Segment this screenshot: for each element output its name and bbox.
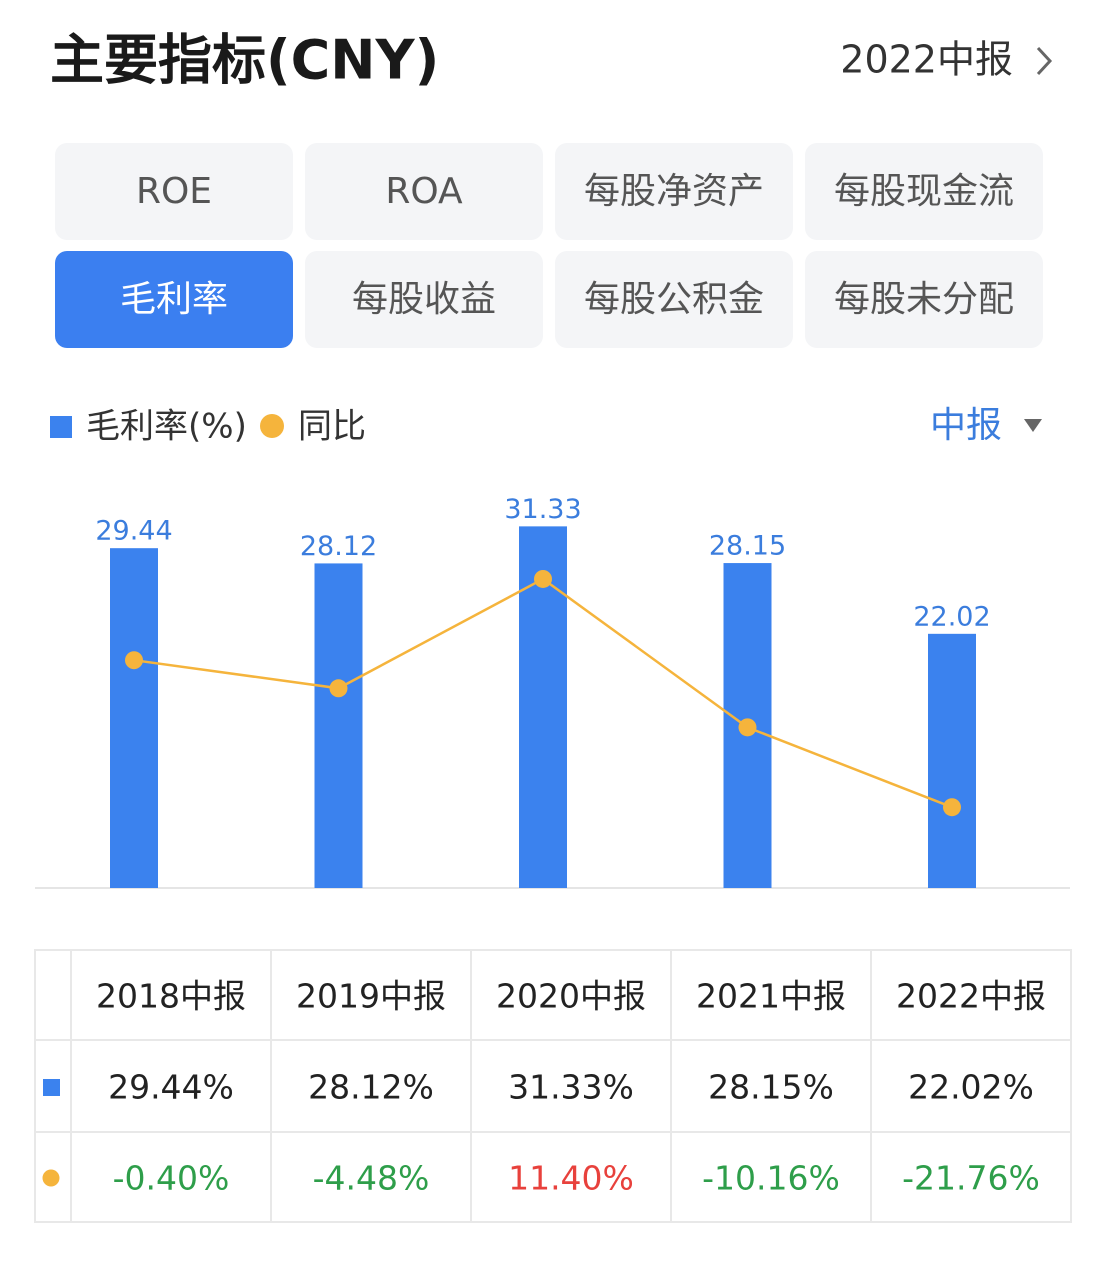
tab[interactable] <box>55 251 293 348</box>
line-point <box>125 651 143 670</box>
tab[interactable] <box>305 251 543 348</box>
bar-label: 28.15 <box>709 531 786 562</box>
table-cell: -21.76% <box>902 1159 1040 1198</box>
table-header: 2022中报 <box>896 977 1046 1016</box>
table-header: 2019中报 <box>296 977 446 1016</box>
table-cell: 29.44% <box>108 1068 234 1107</box>
line-point <box>329 679 348 698</box>
bar <box>314 563 363 888</box>
title: 主要指标(CNY) <box>50 29 439 92</box>
table-header: 2021中报 <box>696 977 846 1016</box>
tab[interactable] <box>805 251 1043 348</box>
legend-label: 毛利率(%) <box>86 407 247 447</box>
tab-label[interactable]: 毛利率 <box>120 279 228 320</box>
table-cell: 31.33% <box>508 1068 634 1107</box>
table-cell: 28.12% <box>308 1068 434 1107</box>
table-swatch <box>43 1079 60 1096</box>
tab-label[interactable]: 每股公积金 <box>584 279 764 320</box>
chevron[interactable] <box>1036 46 1053 76</box>
tab-label[interactable]: 每股收益 <box>352 279 496 320</box>
table-cell: -10.16% <box>702 1159 840 1198</box>
tab-label[interactable]: 每股净资产 <box>584 171 764 212</box>
tab-label[interactable]: 每股未分配 <box>834 279 1014 320</box>
table-frame <box>34 949 1072 1223</box>
table-swatch <box>42 1169 60 1187</box>
tab[interactable] <box>55 143 293 240</box>
tab[interactable] <box>555 251 793 348</box>
dropdown-arrow[interactable] <box>1024 419 1042 432</box>
table-cell: -4.48% <box>313 1159 430 1198</box>
tab[interactable] <box>555 143 793 240</box>
bar-label: 22.02 <box>913 601 990 632</box>
bar <box>110 548 158 888</box>
tab-label[interactable]: ROE <box>136 171 212 212</box>
bar-label: 29.44 <box>95 516 172 547</box>
table-cell: 28.15% <box>708 1068 834 1107</box>
legend-label: 同比 <box>298 407 366 447</box>
table-header: 2020中报 <box>496 977 646 1016</box>
bar-label: 28.12 <box>300 531 377 562</box>
line-point <box>738 718 757 737</box>
table-cell: -0.40% <box>113 1159 230 1198</box>
bar-label: 31.33 <box>504 494 581 525</box>
table-header: 2018中报 <box>96 977 246 1016</box>
tab[interactable] <box>805 143 1043 240</box>
tab-label[interactable]: ROA <box>385 171 463 212</box>
tab-label[interactable]: 每股现金流 <box>834 171 1014 212</box>
legend-swatch <box>50 416 72 438</box>
line-point <box>534 569 552 588</box>
table-cell: 22.02% <box>908 1068 1034 1107</box>
bar <box>928 633 976 888</box>
legend-swatch <box>260 414 284 438</box>
table-cell: 11.40% <box>508 1159 634 1198</box>
period[interactable]: 2022中报 <box>840 38 1013 82</box>
selector[interactable]: 中报 <box>930 405 1002 446</box>
line-point <box>943 798 961 817</box>
tab[interactable] <box>305 143 543 240</box>
